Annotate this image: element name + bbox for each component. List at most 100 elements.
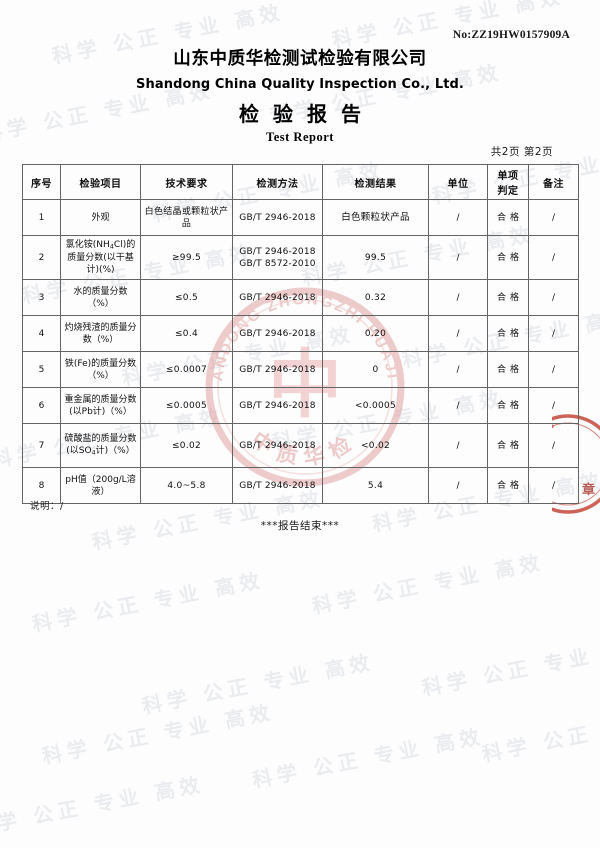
watermark-text: 科学 公正 专业 高效: [420, 632, 600, 701]
watermark-text: 科学 公正 专业 高效: [0, 771, 207, 841]
th-verdict: 单项 判定: [487, 164, 529, 200]
test-results-table-wrapper: 序号 检验项目 技术要求 检测方法 检测结果 单位 单项 判定 备注 1 外观 白色…: [22, 164, 579, 504]
cell-tech-req-3: ≤0.5: [140, 279, 233, 316]
company-name-en: Shandong China Quality Inspection Co., L…: [136, 77, 464, 92]
cell-tech-req-5: ≤0.0007: [140, 351, 233, 388]
th-test-item: 检验项目: [60, 164, 141, 200]
cell-verdict-4: 合格: [487, 315, 529, 352]
cell-test-item-8: pH值（200g/L溶液）: [60, 467, 141, 504]
th-verdict-line2: 判定: [497, 186, 519, 197]
th-tech-req: 技术要求: [140, 164, 233, 200]
cell-test-result-5: 0: [322, 351, 429, 388]
table-header-row: 序号 检验项目 技术要求 检测方法 检测结果 单位 单项 判定 备注: [22, 164, 579, 200]
watermark-text: 科学 公正 专业 高效: [250, 723, 487, 793]
page-title: 检验报告: [239, 102, 375, 126]
cell-test-method-3: GB/T 2946-2018: [232, 279, 323, 316]
report-header: 山东中质华检测试检验有限公司 Shandong China Quality In…: [0, 48, 600, 145]
table-row: 2 氯化铵(NH4Cl)的质量分数(以干基计)(%) ≥99.5 GB/T 2946-…: [22, 235, 579, 280]
table-row: 1 外观 白色结晶或颗粒状产品 GB/T 2946-2018 白色颗粒状产品 / 合格 /: [22, 199, 579, 236]
cell-remark-5: /: [528, 351, 579, 388]
cell-unit-6: /: [428, 387, 488, 424]
cell-verdict-8: 合格: [487, 467, 529, 504]
watermark-text: 科学 公正 专业 高效: [140, 649, 377, 719]
cell-test-result-3: 0.32: [322, 279, 429, 316]
cell-test-item-3: 水的质量分数（%）: [60, 279, 141, 316]
cell-remark-8: /: [528, 467, 579, 504]
page-number-info: 共2页 第2页: [490, 146, 553, 158]
cell-test-item-2: 氯化铵(NH4Cl)的质量分数(以干基计)(%): [60, 235, 141, 280]
th-unit: 单位: [428, 164, 488, 200]
watermark-text: 科学 公正 专业 高效: [30, 567, 267, 637]
cell-unit-7: /: [428, 423, 488, 468]
watermark-text: 科学 公正 专业 高效: [330, 0, 567, 53]
table-row: 4 灼烧残渣的质量分数（%） ≤0.4 GB/T 2946-2018 0.20/合格 /: [22, 315, 579, 352]
cell-verdict-2: 合格: [487, 235, 529, 280]
cell-test-result-8: 5.4: [322, 467, 429, 504]
cell-test-method-1: GB/T 2946-2018: [232, 199, 323, 236]
cell-serial-no-1: 1: [22, 199, 61, 236]
note-label: 说明：/: [30, 501, 64, 512]
cell-unit-2: /: [428, 235, 488, 280]
cell-test-item-1: 外观: [60, 199, 141, 236]
test-results-table: 序号 检验项目 技术要求 检测方法 检测结果 单位 单项 判定 备注 1 外观 白色…: [22, 164, 579, 504]
cell-serial-no-6: 6: [22, 387, 61, 424]
cell-test-result-6: <0.0005: [322, 387, 429, 424]
th-remark: 备注: [528, 164, 579, 200]
cell-test-item-6: 重金属的质量分数(以Pb计)（%）: [60, 387, 141, 424]
cell-verdict-3: 合格: [487, 279, 529, 316]
cell-tech-req-6: ≤0.0005: [140, 387, 233, 424]
cell-test-method-6: GB/T 2946-2018: [232, 387, 323, 424]
th-serial-no: 序号: [22, 164, 61, 200]
table-body: 1 外观 白色结晶或颗粒状产品 GB/T 2946-2018 白色颗粒状产品 / 合格/2 氯…: [22, 199, 579, 504]
watermark-text: 科学 公正 专业 高效: [40, 699, 277, 769]
cell-verdict-1: 合格: [487, 199, 529, 236]
cell-remark-2: /: [528, 235, 579, 280]
document-number: No:ZZ19HW0157909A: [452, 29, 570, 41]
page-title-en: Test Report: [266, 130, 334, 144]
cell-remark-6: /: [528, 387, 579, 424]
cell-tech-req-1: 白色结晶或颗粒状产品: [140, 199, 233, 236]
cell-serial-no-7: 7: [22, 423, 61, 468]
cell-unit-5: /: [428, 351, 488, 388]
cell-tech-req-8: 4.0~5.8: [140, 467, 233, 504]
table-row: 5 铁(Fe)的质量分数（%） ≤0.0007 GB/T 2946-2018 0/合格 /: [22, 351, 579, 388]
cell-test-result-7: <0.02: [322, 423, 429, 468]
cell-unit-4: /: [428, 315, 488, 352]
cell-remark-4: /: [528, 315, 579, 352]
cell-verdict-6: 合格: [487, 387, 529, 424]
th-test-method: 检测方法: [232, 164, 323, 200]
cell-tech-req-4: ≤0.4: [140, 315, 233, 352]
cell-serial-no-3: 3: [22, 279, 61, 316]
company-name-cn: 山东中质华检测试检验有限公司: [173, 49, 427, 69]
cell-verdict-7: 合格: [487, 423, 529, 468]
cell-unit-1: /: [428, 199, 488, 236]
cell-test-item-7: 硫酸盐的质量分数(以SO4计)（%）: [60, 423, 141, 468]
end-of-report-mark: ***报告结束***: [260, 520, 340, 532]
cell-test-result-2: 99.5: [322, 235, 429, 280]
cell-test-result-1: 白色颗粒状产品: [322, 199, 429, 236]
watermark-text: 科学 公正 专业 高效: [310, 549, 547, 619]
cell-verdict-5: 合格: [487, 351, 529, 388]
cell-test-item-5: 铁(Fe)的质量分数（%）: [60, 351, 141, 388]
watermark-text: 科学 公正 专业 高效: [480, 698, 600, 767]
cell-test-item-4: 灼烧残渣的质量分数（%）: [60, 315, 141, 352]
cell-test-method-2: GB/T 2946-2018 GB/T 8572-2010: [232, 235, 323, 280]
cell-test-result-4: 0.20: [322, 315, 429, 352]
table-row: 6 重金属的质量分数(以Pb计)（%） ≤0.0005 GB/T 2946-2018 <…: [22, 387, 579, 424]
cell-remark-7: /: [528, 423, 579, 468]
cell-unit-8: /: [428, 467, 488, 504]
cell-serial-no-5: 5: [22, 351, 61, 388]
cell-serial-no-2: 2: [22, 235, 61, 280]
th-verdict-line1: 单项: [497, 171, 519, 182]
svg-text:章: 章: [582, 482, 595, 498]
cell-test-method-4: GB/T 2946-2018: [232, 315, 323, 352]
table-row: 7 硫酸盐的质量分数(以SO4计)（%） ≤0.02 GB/T 2946-2018 <0…: [22, 423, 579, 468]
th-test-result: 检测结果: [322, 164, 429, 200]
cell-tech-req-2: ≥99.5: [140, 235, 233, 280]
table-row: 8 pH值（200g/L溶液） 4.0~5.8 GB/T 2946-2018 5.4/合…: [22, 467, 579, 504]
table-row: 3 水的质量分数（%） ≤0.5 GB/T 2946-2018 0.32/合格 /: [22, 279, 579, 316]
cell-serial-no-4: 4: [22, 315, 61, 352]
cell-test-method-5: GB/T 2946-2018: [232, 351, 323, 388]
cell-remark-1: /: [528, 199, 579, 236]
